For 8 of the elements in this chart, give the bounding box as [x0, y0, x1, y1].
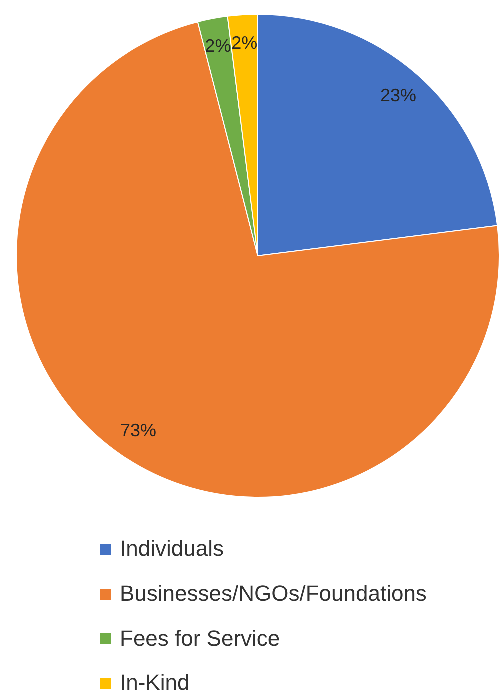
legend-label: Fees for Service [120, 626, 280, 652]
data-label: 73% [120, 420, 157, 441]
data-label: 2% [205, 36, 232, 56]
legend-label: Businesses/NGOs/Foundations [120, 581, 427, 608]
legend-label: In-Kind [120, 670, 190, 692]
legend-label: Individuals [120, 536, 224, 562]
data-label: 23% [380, 86, 417, 106]
data-label: 2% [232, 32, 258, 53]
